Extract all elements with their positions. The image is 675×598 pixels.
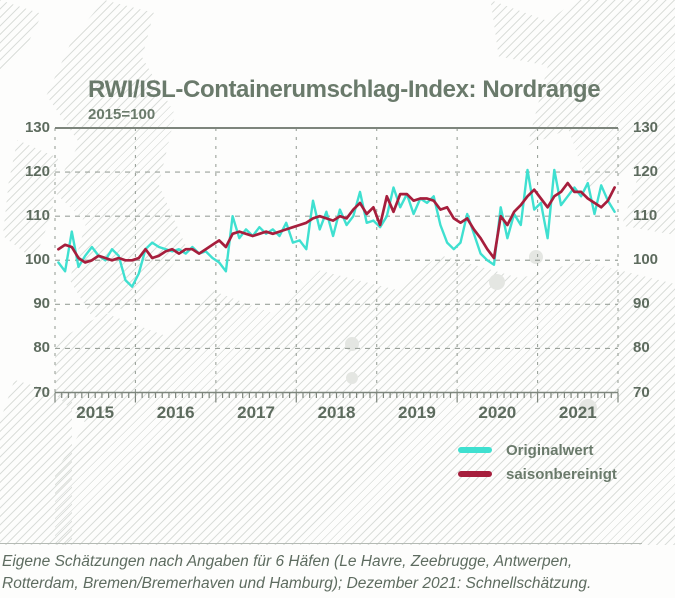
x-label-2017: 2017 bbox=[237, 403, 275, 422]
y-label-left-120: 120 bbox=[24, 163, 50, 181]
legend-row-originalwert: Originalwert bbox=[458, 438, 617, 462]
x-label-2018: 2018 bbox=[317, 403, 356, 422]
y-label-left-80: 80 bbox=[33, 339, 50, 357]
series-line-saisonbereinigt bbox=[57, 181, 616, 264]
legend-swatch-saisonbereinigt bbox=[458, 471, 492, 477]
source-caption-line-1: Eigene Schätzungen nach Angaben für 6 Hä… bbox=[2, 553, 573, 570]
legend-swatch-originalwert bbox=[458, 447, 492, 453]
chart-legend: Originalwert saisonbereinigt bbox=[458, 438, 617, 486]
legend-label-originalwert: Originalwert bbox=[506, 441, 594, 459]
y-label-right-90: 90 bbox=[633, 295, 650, 313]
y-label-left-90: 90 bbox=[33, 295, 50, 313]
y-label-right-120: 120 bbox=[633, 163, 659, 181]
x-label-2016: 2016 bbox=[156, 403, 195, 422]
chart-title: RWI/ISL-Containerumschlag-Index: Nordran… bbox=[88, 76, 601, 103]
chart-subtitle: 2015=100 bbox=[88, 106, 156, 123]
x-label-2019: 2019 bbox=[398, 403, 436, 422]
caption-divider bbox=[0, 543, 642, 544]
source-caption: Eigene Schätzungen nach Angaben für 6 Hä… bbox=[2, 551, 662, 595]
legend-row-saisonbereinigt: saisonbereinigt bbox=[458, 462, 617, 486]
legend-label-saisonbereinigt: saisonbereinigt bbox=[506, 465, 617, 483]
map-city-dot bbox=[579, 399, 597, 417]
series-line-originalwert bbox=[57, 168, 616, 288]
x-label-2021: 2021 bbox=[558, 403, 597, 422]
map-city-dot bbox=[346, 372, 358, 384]
map-blob-southwest bbox=[0, 380, 72, 545]
y-label-right-130: 130 bbox=[633, 119, 659, 136]
y-label-right-110: 110 bbox=[633, 207, 658, 225]
y-label-left-100: 100 bbox=[24, 251, 50, 269]
map-city-dot bbox=[345, 337, 359, 351]
x-label-2020: 2020 bbox=[478, 403, 517, 422]
y-label-right-80: 80 bbox=[633, 339, 650, 357]
y-label-left-130: 130 bbox=[24, 119, 50, 136]
y-label-right-70: 70 bbox=[633, 383, 650, 401]
x-label-2015: 2015 bbox=[76, 403, 115, 422]
y-label-left-110: 110 bbox=[25, 207, 50, 225]
y-label-right-100: 100 bbox=[633, 251, 659, 269]
source-caption-line-2: Rotterdam, Bremen/Bremerhaven und Hambur… bbox=[2, 575, 592, 592]
map-city-dot bbox=[489, 274, 505, 290]
y-label-left-70: 70 bbox=[33, 383, 50, 401]
